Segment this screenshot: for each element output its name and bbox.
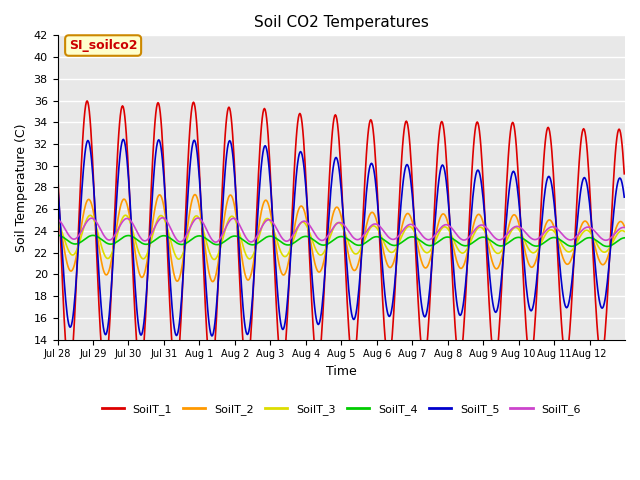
Line: SoilT_3: SoilT_3 [58, 215, 624, 260]
SoilT_4 [274, 237, 282, 242]
SoilT_3 [433, 235, 440, 241]
SoilT_6 [620, 225, 628, 230]
SoilT_6 [254, 232, 262, 238]
SoilT_1 [83, 98, 91, 104]
SoilT_6 [226, 218, 234, 224]
SoilT_5 [208, 333, 216, 339]
SoilT_5 [121, 140, 129, 145]
SoilT_1 [620, 171, 628, 177]
SoilT_1 [226, 106, 234, 111]
SoilT_6 [433, 230, 440, 236]
SoilT_1 [401, 122, 409, 128]
SoilT_5 [401, 168, 409, 173]
X-axis label: Time: Time [326, 365, 356, 378]
SoilT_5 [433, 200, 440, 206]
SoilT_6 [54, 216, 61, 222]
SoilT_2 [209, 279, 216, 285]
SoilT_4 [620, 235, 628, 241]
SoilT_5 [120, 136, 127, 142]
Legend: SoilT_1, SoilT_2, SoilT_3, SoilT_4, SoilT_5, SoilT_6: SoilT_1, SoilT_2, SoilT_3, SoilT_4, Soil… [97, 400, 586, 420]
Line: SoilT_2: SoilT_2 [58, 194, 624, 282]
SoilT_4 [604, 243, 611, 249]
SoilT_4 [431, 241, 439, 247]
SoilT_5 [226, 138, 234, 144]
SoilT_6 [159, 215, 166, 221]
SoilT_2 [191, 192, 199, 197]
SoilT_2 [275, 262, 283, 268]
SoilT_1 [275, 348, 283, 354]
SoilT_3 [275, 245, 283, 251]
SoilT_2 [433, 228, 440, 233]
SoilT_1 [172, 371, 180, 376]
Y-axis label: Soil Temperature (C): Soil Temperature (C) [15, 123, 28, 252]
SoilT_1 [54, 166, 61, 171]
SoilT_6 [401, 225, 409, 231]
SoilT_4 [54, 232, 61, 238]
SoilT_3 [620, 228, 628, 234]
SoilT_3 [211, 257, 218, 263]
SoilT_5 [54, 180, 61, 186]
Line: SoilT_5: SoilT_5 [58, 139, 624, 336]
SoilT_2 [54, 210, 61, 216]
Line: SoilT_1: SoilT_1 [58, 101, 624, 373]
SoilT_4 [225, 236, 232, 241]
SoilT_1 [254, 186, 262, 192]
SoilT_1 [433, 165, 440, 171]
SoilT_5 [275, 308, 283, 314]
SoilT_6 [212, 239, 220, 245]
SoilT_3 [122, 212, 129, 218]
Title: Soil CO2 Temperatures: Soil CO2 Temperatures [254, 15, 429, 30]
SoilT_4 [399, 238, 407, 244]
SoilT_4 [120, 234, 128, 240]
SoilT_3 [226, 215, 234, 221]
SoilT_2 [401, 214, 409, 220]
Line: SoilT_4: SoilT_4 [58, 235, 624, 246]
SoilT_1 [121, 113, 129, 119]
SoilT_6 [275, 230, 283, 236]
SoilT_4 [252, 241, 260, 247]
SoilT_5 [254, 212, 262, 217]
SoilT_3 [401, 228, 409, 233]
SoilT_6 [120, 217, 128, 223]
SoilT_2 [254, 231, 262, 237]
SoilT_3 [54, 219, 61, 225]
SoilT_2 [620, 223, 628, 229]
SoilT_5 [620, 194, 628, 200]
SoilT_3 [120, 213, 128, 219]
SoilT_3 [254, 238, 262, 244]
Line: SoilT_6: SoilT_6 [58, 218, 624, 242]
SoilT_2 [120, 196, 128, 202]
SoilT_2 [226, 192, 234, 198]
Text: SI_soilco2: SI_soilco2 [69, 39, 138, 52]
